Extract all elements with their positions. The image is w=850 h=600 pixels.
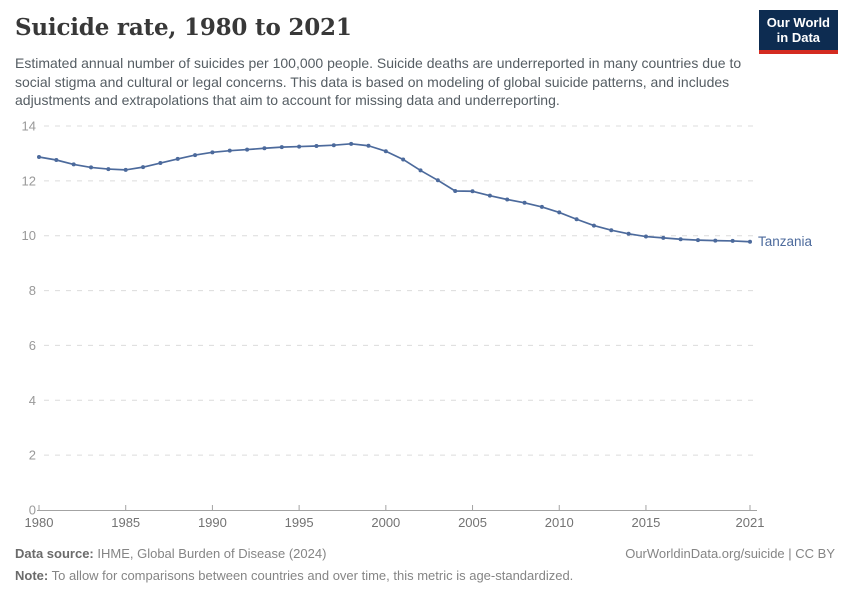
x-axis-tick-label: 2021 xyxy=(736,515,765,530)
data-point xyxy=(453,189,458,194)
data-point xyxy=(470,189,475,194)
data-point xyxy=(158,161,163,166)
data-point xyxy=(643,234,648,239)
data-point xyxy=(193,153,198,158)
owid-logo-red-bar xyxy=(758,50,838,54)
data-point xyxy=(539,204,544,209)
owid-url-link[interactable]: OurWorldinData.org/suicide | CC BY xyxy=(625,546,835,561)
data-point xyxy=(748,239,752,244)
note: Note: To allow for comparisons between c… xyxy=(15,568,835,583)
owid-logo-line1: Our World xyxy=(766,15,830,30)
line-chart: 0 2 4 6 8 10 12 14 1980 1985 1990 1995 2000 2005 2010 2… xyxy=(22,119,813,531)
data-point xyxy=(331,143,336,148)
data-point xyxy=(383,149,388,154)
y-axis-tick-label: 6 xyxy=(29,338,36,353)
data-point xyxy=(314,144,319,149)
x-axis-tick-label: 2015 xyxy=(631,515,660,530)
x-axis-tick-label: 2010 xyxy=(545,515,574,530)
footer: Data source: IHME, Global Burden of Dise… xyxy=(15,546,835,561)
data-point xyxy=(89,165,94,170)
data-point xyxy=(730,238,735,243)
data-source-label: Data source: xyxy=(15,546,94,561)
data-point xyxy=(661,235,666,240)
data-point xyxy=(37,154,41,159)
data-point xyxy=(487,193,492,198)
y-axis-tick-label: 12 xyxy=(22,173,36,188)
data-point xyxy=(366,143,371,148)
series-label-tanzania: Tanzania xyxy=(758,234,813,249)
x-axis-tick-label: 2000 xyxy=(371,515,400,530)
owid-logo-line2: in Data xyxy=(776,30,821,45)
data-point xyxy=(245,147,250,152)
data-point xyxy=(227,148,232,153)
data-point xyxy=(626,231,631,236)
data-source-text: IHME, Global Burden of Disease (2024) xyxy=(93,546,327,561)
data-point xyxy=(609,228,614,233)
data-point xyxy=(435,178,440,183)
data-point xyxy=(591,223,596,228)
x-axis-tick-label: 1985 xyxy=(111,515,140,530)
owid-logo-text: Our World in Data xyxy=(759,10,838,50)
data-point xyxy=(106,167,111,172)
note-label: Note: xyxy=(15,568,49,583)
data-point xyxy=(522,200,527,205)
data-point xyxy=(141,165,146,170)
data-point xyxy=(297,144,302,149)
y-axis-tick-label: 10 xyxy=(22,228,36,243)
data-point xyxy=(279,145,284,150)
data-point xyxy=(54,158,59,163)
data-point xyxy=(713,238,718,243)
data-point xyxy=(175,156,180,161)
data-point xyxy=(349,141,354,146)
data-point xyxy=(505,197,510,202)
y-axis-tick-label: 2 xyxy=(29,448,36,463)
note-text: To allow for comparisons between countri… xyxy=(48,568,574,583)
data-point xyxy=(678,237,683,242)
y-axis-tick-label: 8 xyxy=(29,283,36,298)
x-axis-tick-label: 1980 xyxy=(25,515,54,530)
data-point xyxy=(210,150,215,155)
y-axis-tick-label: 4 xyxy=(29,393,36,408)
y-axis-tick-label: 0 xyxy=(29,503,36,518)
x-axis-tick-label: 1995 xyxy=(285,515,314,530)
chart-subtitle: Estimated annual number of suicides per … xyxy=(15,55,742,108)
data-point xyxy=(418,168,423,173)
data-source: Data source: IHME, Global Burden of Dise… xyxy=(15,546,326,561)
data-point xyxy=(401,157,406,162)
x-axis-tick-label: 2005 xyxy=(458,515,487,530)
data-point xyxy=(574,217,579,222)
data-point xyxy=(557,210,562,215)
owid-logo[interactable]: Our World in Data xyxy=(758,10,838,54)
data-point xyxy=(262,146,267,151)
data-point xyxy=(71,162,76,167)
y-axis-tick-label: 14 xyxy=(22,119,36,134)
series-line-tanzania xyxy=(38,142,751,243)
data-point xyxy=(695,238,700,243)
x-axis-tick-label: 1990 xyxy=(198,515,227,530)
data-point xyxy=(123,167,128,172)
page-title: Suicide rate, 1980 to 2021 xyxy=(15,14,352,41)
